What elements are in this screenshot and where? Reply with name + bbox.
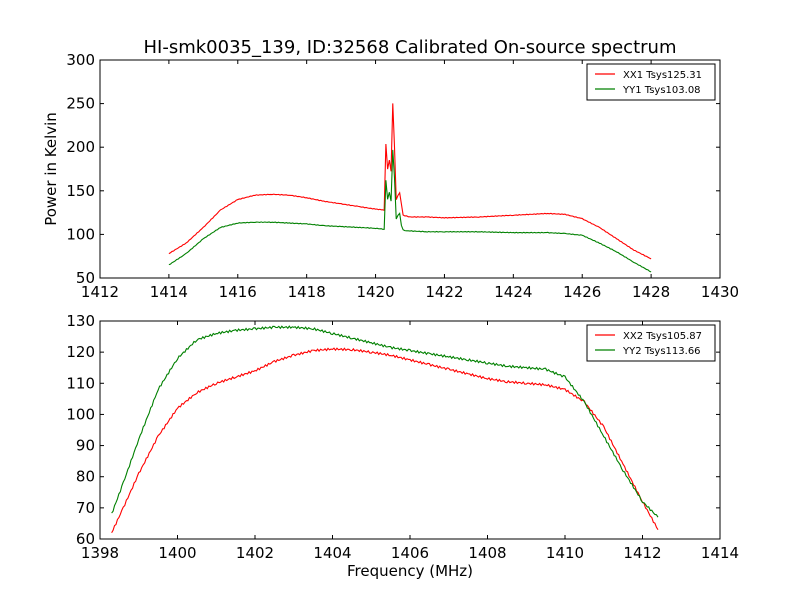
x-tick-label: 1424 [494, 283, 532, 301]
legend-label: XX1 Tsys125.31 [623, 70, 702, 81]
y-tick-label: 300 [66, 51, 95, 69]
x-tick-label: 1412 [81, 283, 119, 301]
series-line-xx [111, 347, 659, 534]
y-tick-label: 120 [66, 343, 95, 361]
legend-label: YY2 Tsys113.66 [622, 346, 701, 357]
y-tick-label: 130 [66, 312, 95, 330]
x-tick-label: 1402 [236, 544, 274, 562]
x-tick-label: 1410 [546, 544, 584, 562]
x-tick-label: 1430 [701, 283, 739, 301]
x-tick-label: 1412 [623, 544, 661, 562]
y-tick-label: 60 [76, 530, 95, 548]
series-line-yy [111, 325, 659, 518]
x-tick-label: 1416 [219, 283, 257, 301]
y-tick-label: 110 [66, 374, 95, 392]
y-tick-label: 80 [76, 468, 95, 486]
legend-box [586, 324, 716, 362]
chart-title: HI-smk0035_139, ID:32568 Calibrated On-s… [144, 37, 677, 58]
x-tick-label: 1418 [288, 283, 326, 301]
legend-label: YY1 Tsys103.08 [622, 85, 701, 96]
x-tick-label: 1400 [158, 544, 196, 562]
y-tick-label: 100 [66, 405, 95, 423]
series-line-xx [168, 103, 652, 260]
x-tick-label: 1406 [391, 544, 429, 562]
top-plot: 1412 1414 1416 1418 1420 1422 1424 1426 1428 1430… [66, 51, 739, 301]
legend: XX1 Tsys125.31 YY1 Tsys103.08 [586, 63, 716, 101]
y-tick-label: 70 [76, 499, 95, 517]
y-tick-label: 90 [76, 437, 95, 455]
y-tick-label: 150 [66, 182, 95, 200]
x-tick-label: 1408 [468, 544, 506, 562]
bottom-plot: 1398 1400 1402 1404 1406 1408 1410 1412 1414 60 70… [66, 312, 739, 562]
x-tick-label: 1420 [356, 283, 394, 301]
y-axis-label: Power in Kelvin [42, 112, 60, 226]
x-tick-label: 1398 [81, 544, 119, 562]
legend: XX2 Tsys105.87 YY2 Tsys113.66 [586, 324, 716, 362]
x-axis-label: Frequency (MHz) [347, 562, 473, 580]
x-tick-label: 1426 [563, 283, 601, 301]
y-tick-label: 250 [66, 95, 95, 113]
y-tick-label: 50 [76, 269, 95, 287]
series-line-yy [168, 149, 652, 273]
y-tick-label: 200 [66, 138, 95, 156]
legend-box [586, 63, 716, 101]
axes-frame [99, 59, 721, 279]
legend-label: XX2 Tsys105.87 [623, 331, 702, 342]
x-tick-label: 1422 [425, 283, 463, 301]
x-tick-label: 1414 [701, 544, 739, 562]
x-tick-label: 1414 [150, 283, 188, 301]
x-tick-label: 1404 [313, 544, 351, 562]
y-tick-label: 100 [66, 225, 95, 243]
x-tick-label: 1428 [632, 283, 670, 301]
